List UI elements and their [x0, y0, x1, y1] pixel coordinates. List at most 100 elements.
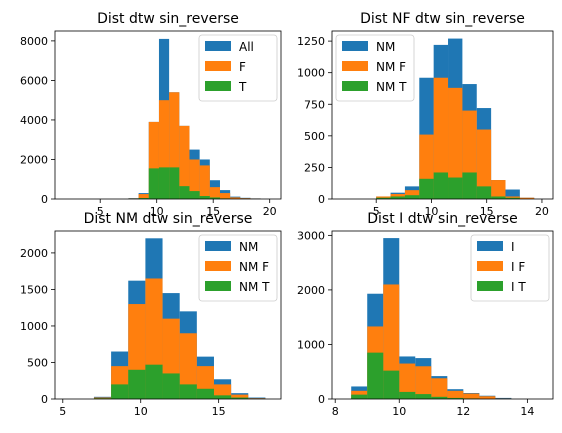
legend-label: I T: [511, 280, 526, 294]
x-tick-label: 5: [59, 405, 66, 418]
y-tick-label: 0: [41, 193, 48, 206]
bar-i-9: [495, 397, 512, 399]
x-tick-label: 12: [456, 405, 470, 418]
legend-swatch: [342, 81, 368, 91]
bar-f-6: [189, 159, 200, 199]
axes-frame: [54, 30, 282, 200]
x-tick-label: 15: [480, 205, 494, 218]
legend-label: NM: [376, 40, 395, 54]
y-tick-label: 250: [304, 161, 325, 174]
bar-i-f-8: [479, 396, 496, 399]
bar-nm-f-7: [476, 129, 492, 199]
bar-f-4: [169, 92, 180, 199]
y-tick-label: 500: [304, 130, 325, 143]
histogram-bars: [128, 38, 261, 199]
bar-i-f-4: [415, 366, 432, 399]
bar-nm-t-3: [145, 364, 163, 399]
legend-swatch: [477, 261, 503, 271]
legend-label: NM F: [376, 60, 406, 74]
axes-frame: [331, 230, 554, 400]
bar-nm-t-2: [404, 195, 420, 199]
y-tick-label: 750: [304, 98, 325, 111]
y-tick-label: 3000: [297, 229, 325, 242]
bar-f-1: [138, 194, 149, 199]
bar-f-10: [230, 197, 241, 199]
y-tick-label: 4000: [20, 114, 48, 127]
bar-nm-f-4: [433, 77, 449, 199]
y-tick-label: 1000: [297, 67, 325, 80]
bar-t-7: [199, 196, 210, 199]
legend-label: NM F: [239, 260, 269, 274]
legend-label: All: [239, 40, 254, 54]
x-tick-label: 14: [520, 405, 534, 418]
bar-nm-t-1: [390, 196, 405, 199]
bar-nm-t-8: [491, 196, 506, 199]
legend: All FT: [198, 34, 278, 102]
subplot-1: Dist dtw sin_reverse 5 10 15 20 0 2000 4000 6000…: [20, 11, 282, 218]
legend-swatch: [205, 261, 231, 271]
bar-nm-f-2: [404, 190, 420, 199]
legend-swatch: [477, 281, 503, 291]
bar-t-2: [148, 168, 159, 199]
bar-nm-t-5: [179, 384, 197, 399]
legend-label: NM T: [376, 80, 407, 94]
subplot-title: Dist dtw sin_reverse: [97, 11, 239, 27]
legend-swatch: [205, 81, 231, 91]
histogram-bars: [93, 238, 266, 399]
bar-f-8: [209, 187, 220, 199]
x-tick-label: 10: [134, 405, 148, 418]
x-tick-label: 5: [97, 205, 104, 218]
bar-f-9: [219, 193, 231, 199]
bar-t-4: [169, 167, 180, 199]
bar-nm-9: [505, 189, 520, 199]
y-tick-label: 1000: [20, 320, 48, 333]
bar-nm-f-8: [491, 180, 506, 199]
legend-label: NM: [239, 240, 258, 254]
legend-label: I: [511, 240, 515, 254]
histogram-bars: [376, 38, 535, 199]
legend: I I F I T: [470, 234, 550, 302]
axes-frame: [54, 230, 282, 400]
y-tick-label: 0: [318, 193, 325, 206]
legend: NM NM F NM T: [335, 34, 415, 102]
bar-nm-t-3: [419, 178, 434, 199]
bar-i-f-3: [399, 363, 416, 399]
bar-t-8: [209, 197, 220, 199]
x-tick-label: 10: [392, 405, 406, 418]
bar-t-1: [138, 198, 149, 199]
x-tick-label: 15: [206, 205, 220, 218]
legend-swatch: [342, 61, 368, 71]
bar-i-t-2: [383, 370, 400, 399]
bar-nm-t-7: [213, 395, 232, 399]
bar-nm-t-0: [376, 197, 391, 199]
subplot-3: Dist NM dtw sin_reverse 5 10 15 0 500 1000 1500…: [20, 211, 282, 418]
y-tick-label: 1250: [297, 35, 325, 48]
subplot-2: Dist NF dtw sin_reverse 5 10 15 20 0 250 500 750…: [297, 11, 554, 218]
y-tick-label: 1000: [297, 338, 325, 351]
bar-nm-t-1: [111, 384, 129, 399]
y-tick-label: 2000: [297, 284, 325, 297]
y-tick-label: 2000: [20, 153, 48, 166]
legend-swatch: [205, 41, 231, 51]
bar-i-f-2: [383, 284, 400, 399]
bar-i-f-6: [447, 390, 464, 399]
legend-label: I F: [511, 260, 525, 274]
x-tick-label: 10: [150, 205, 164, 218]
y-tick-label: 0: [318, 393, 325, 406]
y-tick-label: 2000: [20, 247, 48, 260]
y-tick-label: 8000: [20, 35, 48, 48]
bar-nm-t-5: [448, 177, 463, 199]
bar-i-f-5: [431, 378, 448, 399]
bar-i-t-1: [367, 352, 384, 399]
bar-i-t-4: [415, 394, 432, 399]
bar-t-5: [179, 186, 190, 199]
y-tick-label: 6000: [20, 74, 48, 87]
legend: NM NM F NM T: [198, 234, 278, 302]
legend-label: F: [239, 60, 246, 74]
legend-swatch: [205, 61, 231, 71]
bar-t-6: [189, 191, 200, 199]
bar-nm-f-10: [519, 197, 535, 199]
y-tick-label: 1500: [20, 283, 48, 296]
legend-swatch: [205, 281, 231, 291]
